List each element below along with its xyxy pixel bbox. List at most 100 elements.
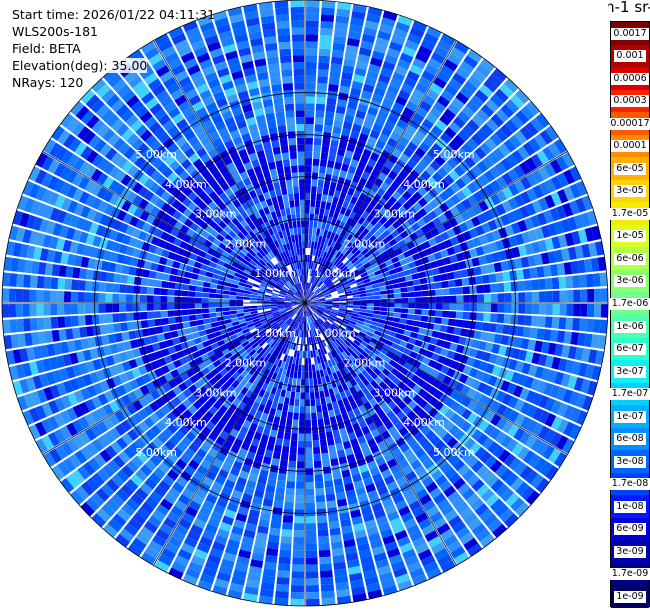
range-gate [388, 381, 397, 391]
range-gate [299, 406, 305, 414]
range-gate [443, 59, 458, 72]
range-gate [352, 359, 361, 368]
range-gate [547, 369, 558, 383]
range-gate [149, 490, 163, 504]
range-gate [334, 269, 341, 276]
range-gate [115, 232, 125, 243]
range-gate [131, 455, 144, 468]
range-gate [343, 285, 351, 291]
range-gate [150, 389, 161, 400]
range-gate [341, 412, 349, 421]
range-gate [451, 335, 460, 344]
range-gate [305, 96, 316, 104]
range-gate [344, 313, 352, 318]
range-gate [183, 271, 192, 279]
range-gate [314, 335, 318, 343]
range-gate [597, 256, 607, 271]
range-gate [340, 78, 352, 88]
range-gate [85, 360, 96, 373]
range-gate [116, 253, 126, 264]
range-gate [530, 153, 544, 168]
range-gate [112, 293, 120, 303]
range-gate [313, 137, 322, 146]
range-gate [39, 218, 50, 233]
range-gate [350, 579, 365, 589]
range-gate [155, 528, 170, 542]
range-gate [339, 360, 347, 369]
range-gate [479, 142, 492, 155]
range-gate [453, 270, 462, 279]
range-gate [306, 323, 308, 331]
range-gate [337, 449, 346, 458]
range-gate [423, 392, 433, 403]
range-gate [519, 387, 530, 401]
range-gate [334, 330, 341, 337]
range-gate [187, 297, 195, 303]
range-gate [453, 327, 462, 336]
range-gate [194, 303, 202, 309]
range-gate [233, 258, 242, 265]
range-gate [336, 355, 343, 363]
range-gate [413, 285, 422, 292]
range-gate [395, 95, 408, 107]
range-gate [352, 592, 367, 603]
range-gate [152, 254, 161, 264]
range-gate [530, 378, 541, 391]
range-gate [25, 214, 37, 229]
range-gate [305, 206, 310, 214]
range-gate [59, 368, 69, 381]
range-gate [447, 102, 461, 116]
range-gate [473, 330, 482, 340]
range-gate [464, 156, 476, 169]
range-gate [286, 418, 293, 427]
range-gate [502, 324, 511, 335]
range-gate [330, 63, 342, 72]
range-gate [198, 385, 208, 395]
range-gate [212, 584, 228, 596]
range-gate [108, 413, 120, 427]
range-gate [63, 457, 76, 473]
range-gate [405, 370, 415, 380]
range-gate [369, 276, 377, 282]
range-gate [46, 343, 56, 357]
range-gate [478, 174, 490, 187]
range-gate [160, 404, 171, 416]
range-gate [245, 334, 253, 341]
range-gate [238, 251, 246, 259]
range-gate [278, 293, 286, 297]
range-gate [431, 267, 440, 276]
range-gate [510, 281, 519, 292]
range-gate [544, 316, 553, 329]
range-gate [353, 259, 361, 267]
range-gate [329, 70, 341, 79]
range-gate [421, 309, 429, 316]
range-gate [208, 377, 218, 386]
range-gate [332, 299, 340, 302]
range-gate [369, 444, 380, 454]
range-gate [291, 301, 299, 303]
range-gate [372, 314, 380, 319]
range-gate [203, 281, 211, 288]
range-gate [284, 305, 292, 308]
range-gate [318, 299, 326, 302]
range-gate [342, 156, 352, 166]
range-gate [135, 532, 151, 545]
range-gate [112, 375, 123, 387]
range-gate [566, 303, 574, 317]
range-gate [135, 469, 148, 482]
range-gate [42, 358, 52, 372]
range-gate [536, 212, 548, 226]
range-gate [57, 461, 71, 477]
range-gate [272, 324, 280, 331]
range-gate [495, 323, 504, 334]
range-gate [432, 423, 443, 434]
range-gate [351, 257, 359, 264]
range-gate [222, 381, 231, 390]
range-gate [344, 482, 355, 492]
range-gate [553, 451, 567, 468]
range-gate [272, 333, 279, 341]
range-gate [97, 158, 110, 171]
range-gate [397, 400, 407, 411]
range-gate [84, 179, 96, 193]
range-gate [433, 101, 446, 114]
